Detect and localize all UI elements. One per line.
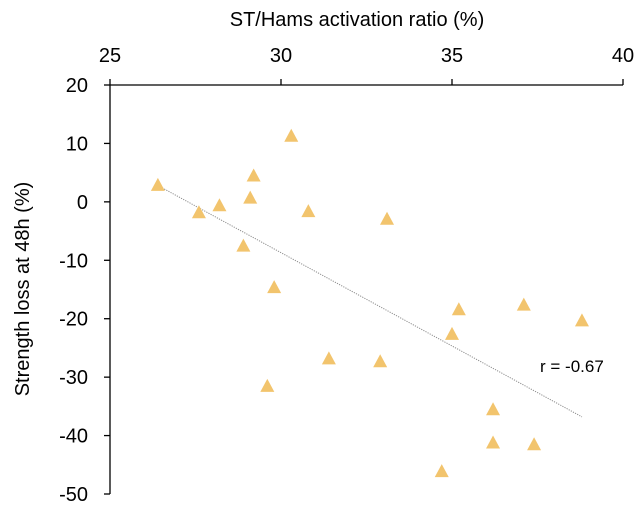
data-point: [445, 326, 459, 340]
y-tick-label: 10: [66, 133, 88, 155]
data-point: [212, 198, 227, 212]
y-tick-label: -40: [59, 426, 88, 448]
data-point: [516, 297, 531, 311]
x-tick-label: 25: [99, 45, 121, 67]
data-point: [321, 351, 336, 365]
data-point: [301, 204, 316, 218]
data-point: [434, 464, 449, 478]
data-point: [451, 302, 466, 316]
trendline: [157, 185, 583, 418]
y-tick-label: -10: [59, 250, 88, 272]
axes-layer: 25 30 35 40 20 10 0 -10 -20 -30 -40 -50: [59, 45, 634, 506]
data-point: [243, 190, 258, 204]
y-tick-label: -50: [59, 484, 88, 506]
trendline-layer: [157, 185, 583, 418]
data-point: [373, 354, 388, 368]
data-point: [260, 378, 275, 392]
y-tick-label: -30: [59, 367, 88, 389]
data-points-layer: [150, 128, 589, 478]
data-point: [574, 313, 589, 327]
x-tick-label: 35: [441, 45, 463, 67]
y-tick-label: 20: [66, 75, 88, 97]
data-point: [191, 205, 206, 219]
x-tick-label: 30: [270, 45, 292, 67]
y-axis-title: Strength loss at 48h (%): [12, 182, 34, 397]
data-point: [267, 280, 282, 294]
data-point: [236, 238, 251, 252]
y-tick-label: 0: [77, 192, 88, 214]
data-point: [284, 128, 299, 142]
data-point: [527, 437, 542, 451]
y-tick-label: -20: [59, 309, 88, 331]
data-point: [486, 402, 501, 416]
correlation-annotation: r = -0.67: [540, 357, 604, 376]
x-axis-title: ST/Hams activation ratio (%): [230, 9, 485, 31]
data-point: [150, 177, 165, 191]
data-point: [486, 435, 501, 449]
x-tick-label: 40: [612, 45, 634, 67]
data-point: [246, 168, 261, 182]
data-point: [380, 211, 395, 225]
